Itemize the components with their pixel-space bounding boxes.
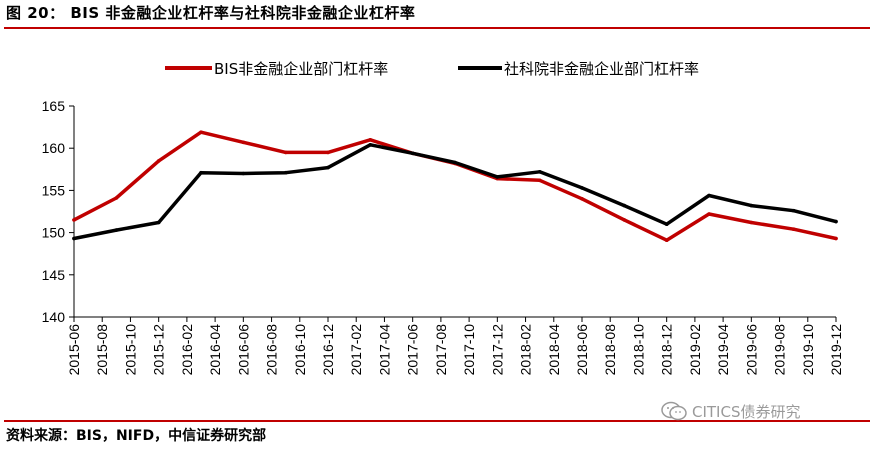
data-point-0 — [537, 178, 542, 183]
data-point-1 — [834, 219, 838, 224]
legend-label-bis: BIS非金融企业部门杠杆率 — [214, 60, 388, 78]
data-point-1 — [580, 186, 584, 190]
x-tick-label: 2019-06 — [743, 324, 759, 376]
y-tick-label: 155 — [42, 182, 66, 198]
data-point-0 — [580, 197, 584, 201]
x-tick-label: 2018-06 — [574, 324, 590, 376]
x-tick-label: 2018-04 — [546, 324, 562, 376]
series-line-1 — [72, 143, 838, 241]
data-point-1 — [368, 143, 373, 147]
data-point-1 — [241, 171, 246, 176]
data-point-1 — [537, 170, 542, 174]
x-tick-label: 2016-06 — [235, 324, 251, 376]
x-tick-label: 2015-06 — [66, 324, 82, 376]
x-tick-label: 2016-04 — [207, 324, 223, 376]
data-point-1 — [283, 170, 288, 175]
watermark-text: CITICS债券研究 — [692, 402, 801, 421]
data-point-0 — [749, 220, 754, 225]
x-tick-label: 2015-08 — [94, 324, 110, 376]
data-point-1 — [749, 203, 754, 208]
data-point-0 — [707, 212, 711, 216]
x-tick-label: 2018-10 — [630, 324, 646, 376]
y-tick-label: 160 — [42, 140, 66, 156]
data-point-0 — [664, 238, 669, 242]
x-tick-label: 2016-12 — [320, 324, 336, 376]
data-point-0 — [241, 140, 246, 145]
x-tick-label: 2016-10 — [292, 324, 308, 376]
x-tick-label: 2016-08 — [264, 324, 280, 376]
data-point-0 — [326, 150, 330, 155]
watermark: CITICS债券研究 — [660, 400, 800, 422]
x-tick-label: 2018-02 — [518, 324, 534, 376]
data-point-1 — [664, 222, 669, 226]
x-tick-label: 2019-02 — [687, 324, 703, 376]
bottom-rule — [4, 420, 870, 422]
legend-label-cass: 社科院非金融企业部门杠杆率 — [504, 60, 699, 78]
data-point-0 — [72, 218, 76, 222]
x-tick-label: 2017-06 — [405, 324, 421, 376]
data-point-1 — [707, 193, 711, 198]
data-point-0 — [834, 236, 838, 241]
x-tick-label: 2019-04 — [715, 324, 731, 376]
y-tick-label: 145 — [42, 267, 66, 283]
line-chart: BIS非金融企业部门杠杆率 社科院非金融企业部门杠杆率 140 145 150 155… — [42, 60, 844, 376]
x-tick-label: 2017-02 — [348, 324, 364, 376]
data-point-1 — [622, 203, 627, 208]
x-tick-label: 2019-10 — [800, 324, 816, 376]
top-rule — [4, 27, 870, 29]
y-tick-label: 165 — [42, 98, 66, 114]
x-tick-label: 2017-12 — [489, 324, 505, 376]
data-point-0 — [283, 150, 288, 155]
data-point-1 — [495, 175, 500, 179]
x-tick-label: 2019-12 — [828, 324, 844, 376]
data-point-1 — [453, 160, 457, 165]
data-point-0 — [199, 130, 203, 134]
data-point-0 — [156, 159, 161, 163]
x-tick-label: 2016-02 — [179, 324, 195, 376]
source-note: 资料来源：BIS，NIFD，中信证券研究部 — [6, 428, 267, 444]
x-tick-label: 2015-12 — [151, 324, 167, 376]
y-tick-label: 150 — [42, 225, 66, 241]
data-point-1 — [199, 170, 203, 175]
x-tick-label: 2018-08 — [602, 324, 618, 376]
data-point-1 — [114, 228, 119, 232]
x-tick-label: 2019-08 — [772, 324, 788, 376]
data-point-0 — [791, 227, 796, 231]
wechat-icon — [661, 401, 687, 421]
data-point-0 — [114, 196, 119, 200]
x-tick-label: 2018-12 — [659, 324, 675, 376]
figure-title: 图 20： BIS 非金融企业杠杆率与社科院非金融企业杠杆率 — [6, 4, 416, 22]
x-tick-label: 2017-04 — [376, 324, 392, 376]
data-point-0 — [622, 218, 627, 222]
data-point-0 — [368, 138, 373, 142]
data-point-1 — [72, 236, 76, 241]
y-tick-label: 140 — [42, 309, 66, 325]
data-point-1 — [410, 151, 415, 156]
x-tick-label: 2015-10 — [122, 324, 138, 376]
x-tick-label: 2017-08 — [433, 324, 449, 376]
data-point-1 — [791, 208, 796, 213]
data-point-1 — [326, 165, 330, 170]
data-point-1 — [156, 220, 161, 225]
x-tick-label: 2017-10 — [461, 324, 477, 376]
